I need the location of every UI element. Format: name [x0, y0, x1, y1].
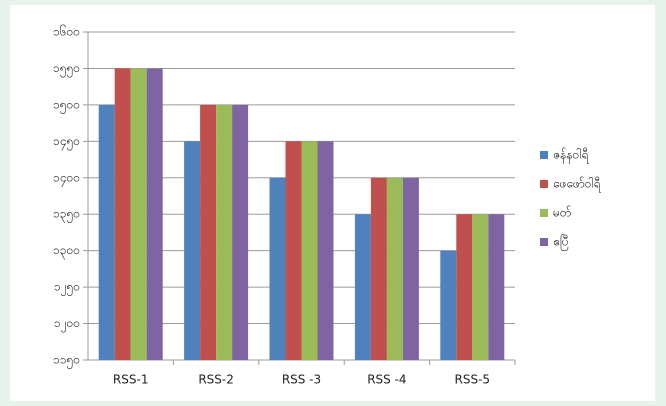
- bar: [488, 214, 505, 360]
- y-tick-label: ၁၃၅၀: [53, 207, 80, 224]
- y-tick-label: ၁၂၀၀: [54, 316, 80, 333]
- bar: [317, 141, 334, 360]
- x-tick-label: RSS-2: [198, 373, 234, 387]
- legend-label: ဇန်နဝါရီ: [553, 147, 588, 165]
- bar: [232, 104, 249, 360]
- legend-label: မတ်: [553, 205, 572, 220]
- legend-swatch: [540, 151, 548, 159]
- x-tick-label: RSS-1: [113, 373, 149, 387]
- x-tick-label: RSS-5: [455, 373, 491, 387]
- legend-swatch: [540, 180, 548, 188]
- legend-swatch: [540, 209, 548, 217]
- bar: [269, 177, 286, 360]
- y-tick-label: ၁၄၀၀: [53, 170, 80, 187]
- y-tick-label: ၁၅၀၀: [53, 97, 80, 114]
- bar: [370, 177, 387, 360]
- bar: [301, 141, 318, 360]
- bar: [456, 214, 473, 360]
- y-tick-label: ၁၆၀၀: [53, 24, 80, 39]
- y-tick-label: ၁၁၅၀: [53, 353, 80, 370]
- legend-label: ဖေဖော်ဝါရီ: [553, 176, 600, 194]
- y-tick-label: ၁၃၀၀: [53, 243, 80, 260]
- legend-swatch: [540, 238, 548, 246]
- bar: [386, 177, 403, 360]
- x-tick-label: RSS -4: [367, 373, 406, 387]
- bar: [472, 214, 489, 360]
- y-tick-label: ၁၅၅၀: [53, 61, 80, 78]
- bar: [114, 68, 131, 360]
- x-tick-label: RSS -3: [282, 373, 321, 387]
- legend-label: ဧပြီ: [553, 234, 569, 252]
- bar: [98, 104, 115, 360]
- bar: [354, 214, 371, 360]
- bar: [146, 68, 163, 360]
- y-tick-label: ၁၂၅၀: [54, 280, 80, 297]
- bar: [440, 250, 457, 360]
- bar: [216, 104, 233, 360]
- y-tick-label: ၁၄၅၀: [53, 134, 80, 151]
- bar: [285, 141, 302, 360]
- bar: [402, 177, 419, 360]
- bar: [130, 68, 147, 360]
- bar: [200, 104, 217, 360]
- bar: [184, 141, 201, 360]
